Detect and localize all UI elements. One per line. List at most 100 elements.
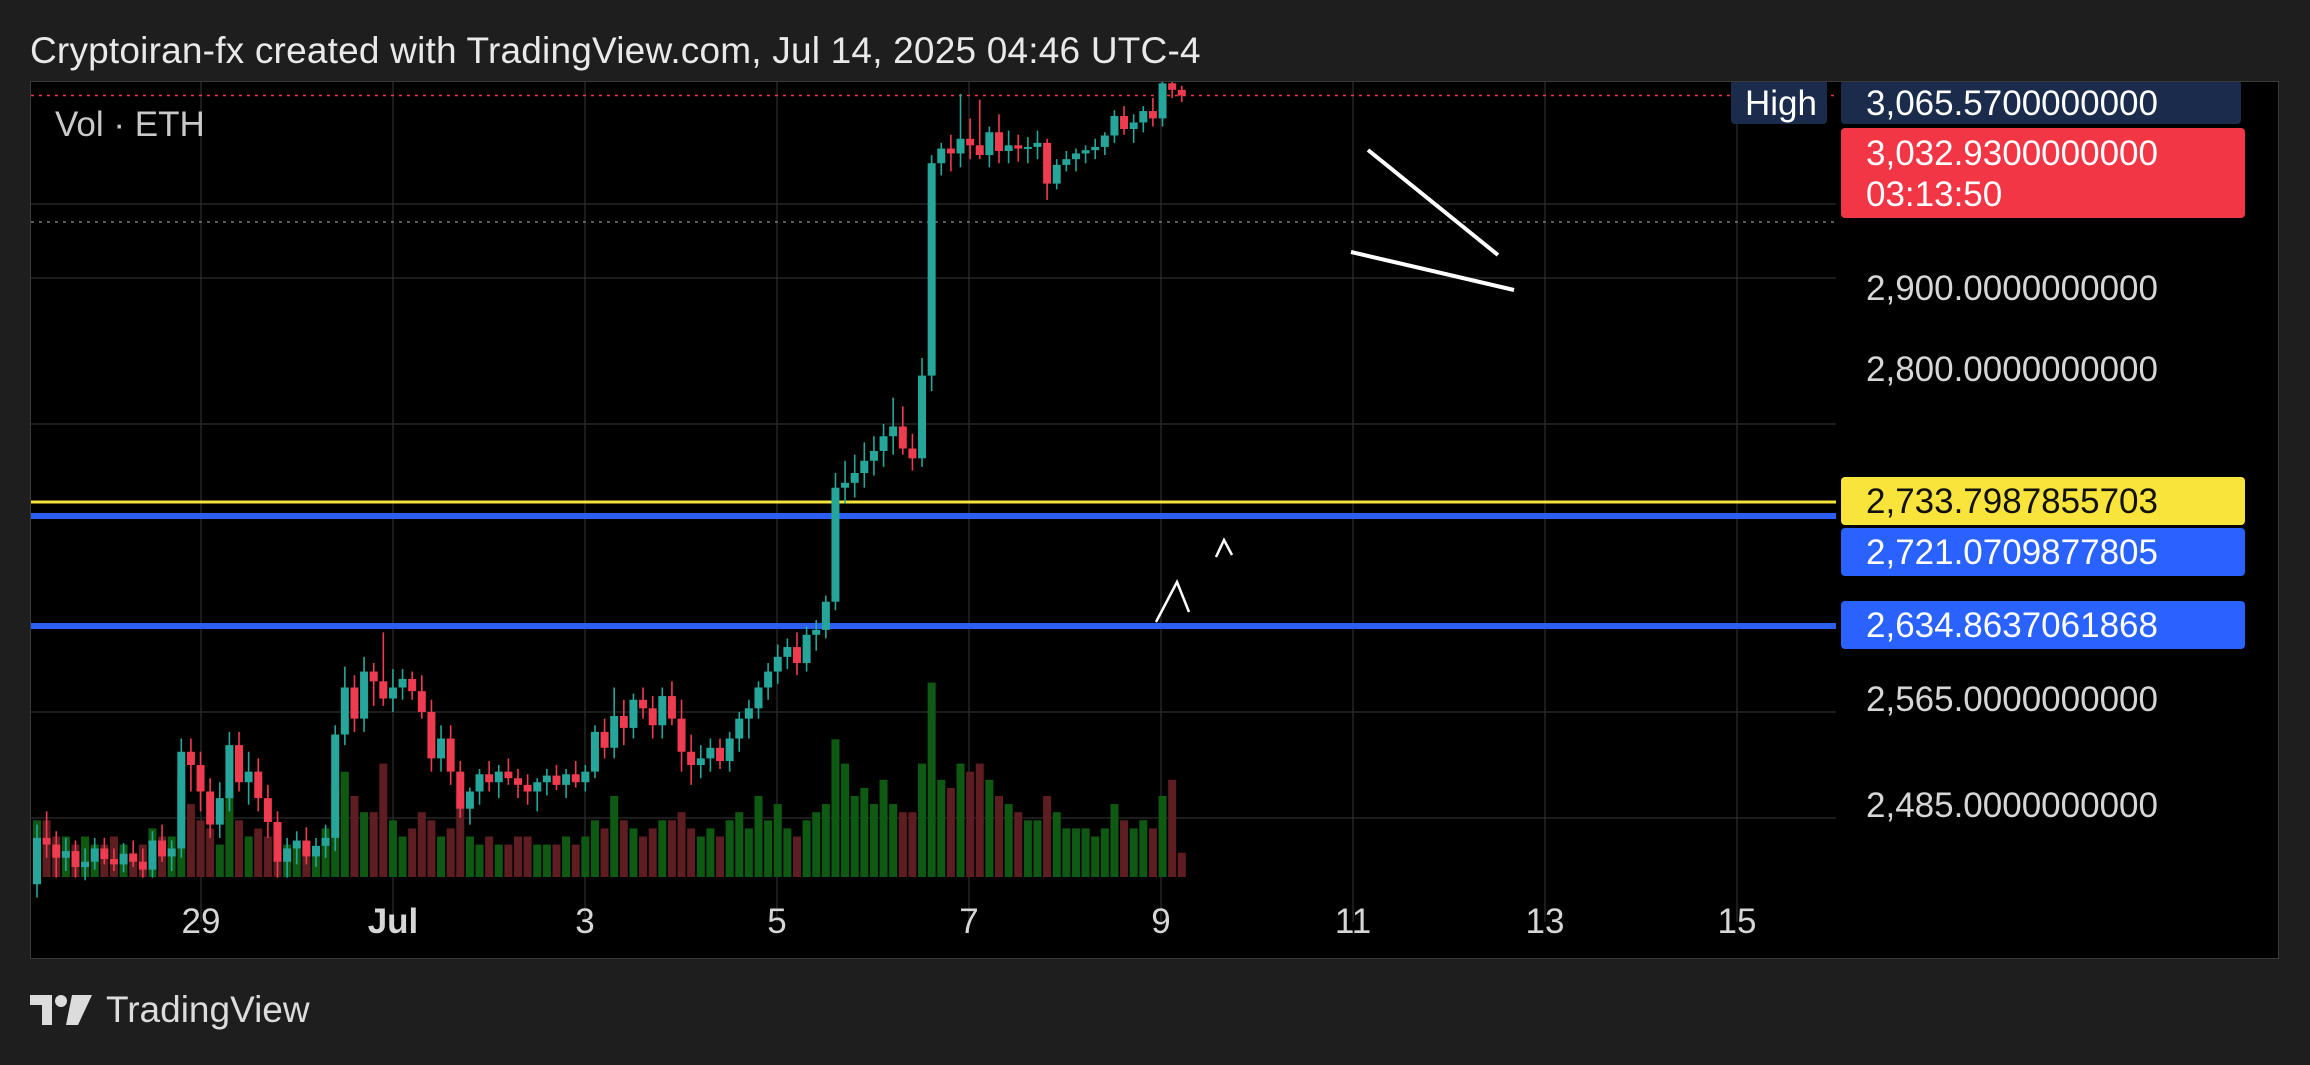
candle[interactable] <box>1071 148 1080 172</box>
candle[interactable] <box>254 758 263 812</box>
candle[interactable] <box>1023 137 1032 164</box>
candle[interactable] <box>331 725 340 852</box>
candle[interactable] <box>802 626 811 672</box>
candle[interactable] <box>1100 132 1109 156</box>
candle[interactable] <box>1168 82 1177 99</box>
candle[interactable] <box>119 843 128 873</box>
candle[interactable] <box>350 675 359 732</box>
candle[interactable] <box>764 662 773 700</box>
candle[interactable] <box>725 731 734 772</box>
candle[interactable] <box>196 751 205 812</box>
candle[interactable] <box>1033 130 1042 160</box>
candle[interactable] <box>590 725 599 779</box>
pennant-lower-line[interactable] <box>1350 250 1515 292</box>
candle[interactable] <box>186 738 195 792</box>
candle[interactable] <box>1052 159 1061 190</box>
candle[interactable] <box>918 358 927 467</box>
candle[interactable] <box>995 114 1003 164</box>
candle[interactable] <box>273 811 282 878</box>
candle[interactable] <box>706 738 715 772</box>
candle[interactable] <box>311 837 320 868</box>
candle[interactable] <box>494 765 503 799</box>
candle[interactable] <box>1148 98 1157 127</box>
candle[interactable] <box>504 758 513 785</box>
candle[interactable] <box>158 824 167 862</box>
candle[interactable] <box>109 848 118 871</box>
candle[interactable] <box>966 118 975 160</box>
candle[interactable] <box>292 831 301 865</box>
candle[interactable] <box>1043 138 1052 200</box>
candle[interactable] <box>735 712 744 752</box>
candle[interactable] <box>908 433 917 471</box>
candle[interactable] <box>1014 134 1023 162</box>
candle[interactable] <box>600 718 609 759</box>
candle[interactable] <box>619 699 628 746</box>
candle[interactable] <box>52 831 61 878</box>
candle[interactable] <box>744 699 753 739</box>
candle[interactable] <box>302 827 311 865</box>
candle[interactable] <box>475 768 484 805</box>
candle[interactable] <box>388 669 397 712</box>
candle[interactable] <box>658 687 667 739</box>
candle[interactable] <box>571 761 580 788</box>
candle[interactable] <box>975 99 984 160</box>
candle[interactable] <box>485 761 494 792</box>
candle[interactable] <box>792 632 801 676</box>
candle[interactable] <box>879 424 888 467</box>
candle[interactable] <box>533 778 542 812</box>
candle[interactable] <box>542 768 551 796</box>
candle[interactable] <box>562 768 571 799</box>
candle[interactable] <box>773 644 782 684</box>
candle[interactable] <box>581 765 590 792</box>
candle[interactable] <box>437 725 446 772</box>
chart-panel[interactable]: 29 Jul 3 5 7 9 11 13 15 2,900.0000000000 2,800.00… <box>30 81 2279 959</box>
candle[interactable] <box>667 681 676 726</box>
candle[interactable] <box>985 126 994 168</box>
candle[interactable] <box>283 837 292 878</box>
candle[interactable] <box>869 436 878 476</box>
candle[interactable] <box>417 675 426 719</box>
candle[interactable] <box>1139 106 1148 133</box>
candle[interactable] <box>42 811 51 858</box>
candle[interactable] <box>263 784 272 838</box>
candle[interactable] <box>696 745 705 779</box>
candle[interactable] <box>321 824 330 858</box>
candle[interactable] <box>552 765 561 791</box>
candle[interactable] <box>783 638 792 670</box>
candle[interactable] <box>33 824 41 898</box>
candle[interactable] <box>408 671 417 700</box>
candle[interactable] <box>427 699 436 772</box>
candle[interactable] <box>81 848 90 881</box>
candle[interactable] <box>360 656 369 732</box>
candle[interactable] <box>841 460 850 504</box>
candle[interactable] <box>850 454 859 498</box>
candle[interactable] <box>1120 106 1129 135</box>
candle[interactable] <box>206 778 215 838</box>
candle[interactable] <box>1158 82 1167 127</box>
candle[interactable] <box>398 669 407 700</box>
candle[interactable] <box>821 595 830 639</box>
candle[interactable] <box>100 837 109 865</box>
candle[interactable] <box>648 696 657 739</box>
candle[interactable] <box>639 687 648 719</box>
candle[interactable] <box>629 693 638 739</box>
candle[interactable] <box>889 397 898 455</box>
candle[interactable] <box>379 632 388 706</box>
candle[interactable] <box>129 840 138 868</box>
tradingview-brand[interactable]: TradingView <box>30 988 310 1032</box>
candle[interactable] <box>1062 151 1071 172</box>
candle[interactable] <box>167 840 176 871</box>
candle[interactable] <box>148 831 157 878</box>
candle[interactable] <box>677 699 686 772</box>
candle[interactable] <box>754 681 763 719</box>
candle[interactable] <box>831 473 840 611</box>
candle[interactable] <box>61 837 70 871</box>
candle[interactable] <box>1177 85 1186 103</box>
candle[interactable] <box>225 731 234 812</box>
candle[interactable] <box>812 620 821 651</box>
candle[interactable] <box>1091 138 1100 160</box>
candle[interactable] <box>138 848 147 878</box>
candle[interactable] <box>235 731 244 792</box>
candle[interactable] <box>898 406 907 455</box>
candle[interactable] <box>1110 110 1119 143</box>
